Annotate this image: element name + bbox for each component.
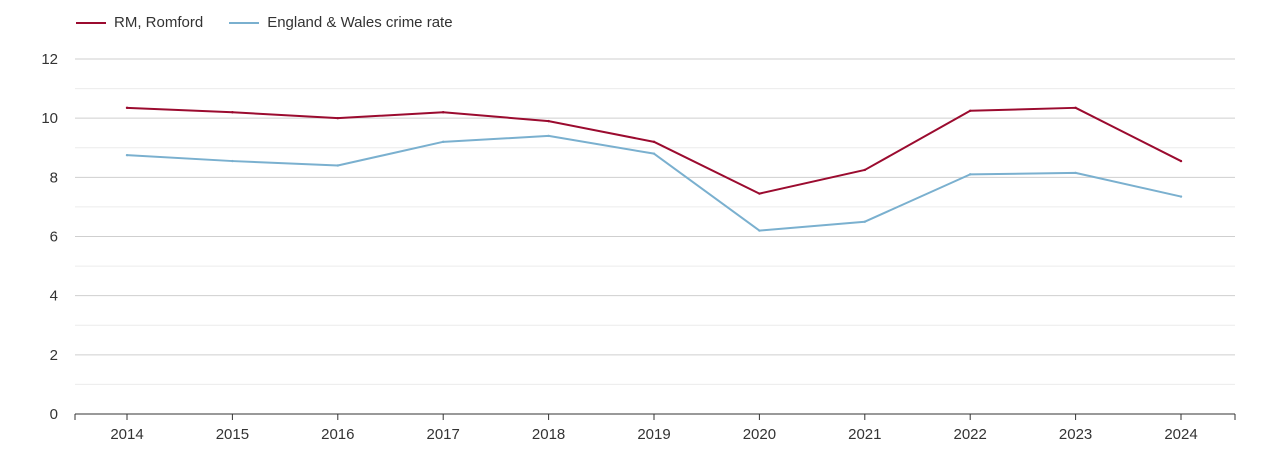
svg-text:4: 4 — [50, 288, 58, 305]
svg-text:2014: 2014 — [110, 426, 143, 443]
svg-text:2023: 2023 — [1059, 426, 1092, 443]
svg-text:2024: 2024 — [1164, 426, 1197, 443]
data-point-england-wales[interactable] — [1179, 195, 1183, 198]
data-point-romford[interactable] — [863, 168, 866, 172]
series-line-england-wales[interactable] — [126, 134, 1182, 232]
x-tick-label: 2016 — [321, 426, 354, 443]
x-tick-label: 2018 — [532, 426, 565, 443]
x-tick-label: 2019 — [637, 426, 670, 443]
data-point-romford[interactable] — [125, 106, 129, 110]
data-point-romford[interactable] — [969, 109, 972, 112]
legend-item-england-wales[interactable]: England & Wales crime rate — [229, 14, 453, 31]
legend-label-england-wales: England & Wales crime rate — [267, 14, 453, 31]
y-tick-label: 12 — [41, 51, 58, 68]
svg-text:12: 12 — [41, 51, 58, 68]
svg-text:2016: 2016 — [321, 426, 354, 443]
svg-text:2019: 2019 — [637, 426, 670, 443]
data-point-romford[interactable] — [1074, 106, 1077, 110]
x-tick-label: 2020 — [743, 426, 776, 443]
data-point-romford[interactable] — [652, 140, 656, 144]
data-point-romford[interactable] — [442, 111, 445, 114]
legend-swatch-england-wales — [229, 21, 260, 24]
data-point-england-wales[interactable] — [863, 220, 866, 223]
data-point-romford[interactable] — [231, 111, 234, 114]
data-point-romford[interactable] — [336, 116, 339, 120]
data-point-romford[interactable] — [758, 192, 761, 195]
legend: RM, Romford England & Wales crime rate — [76, 14, 479, 31]
data-point-england-wales[interactable] — [125, 153, 129, 157]
y-tick-label: 10 — [41, 110, 58, 127]
legend-label-romford: RM, Romford — [114, 14, 204, 31]
data-point-england-wales[interactable] — [758, 229, 761, 232]
x-tick-label: 2023 — [1059, 426, 1092, 443]
y-tick-label: 8 — [50, 169, 58, 186]
y-tick-label: 6 — [50, 229, 58, 246]
svg-text:10: 10 — [41, 110, 58, 127]
data-point-england-wales[interactable] — [547, 134, 550, 138]
svg-text:2021: 2021 — [848, 426, 881, 443]
svg-text:2018: 2018 — [532, 426, 565, 443]
data-point-england-wales[interactable] — [442, 140, 445, 144]
svg-text:2017: 2017 — [427, 426, 460, 443]
svg-text:2020: 2020 — [743, 426, 776, 443]
x-tick-label: 2024 — [1164, 426, 1197, 443]
legend-item-romford[interactable]: RM, Romford — [76, 14, 203, 31]
data-point-england-wales[interactable] — [1074, 171, 1077, 175]
x-tick-label: 2015 — [216, 426, 249, 443]
grid-lines — [75, 58, 1235, 415]
x-axis: 2014 2015 2016 2017 2018 2019 2020 2021 2022 2023… — [74, 414, 1236, 443]
series-lines — [125, 106, 1183, 232]
y-tick-label: 2 — [50, 347, 58, 364]
x-tick-label: 2022 — [954, 426, 987, 443]
svg-text:0: 0 — [50, 406, 58, 423]
y-tick-label: 0 — [50, 406, 58, 423]
legend-swatch-romford — [76, 21, 106, 24]
x-tick-label: 2017 — [427, 426, 460, 443]
series-line-romford[interactable] — [126, 106, 1182, 195]
data-point-england-wales[interactable] — [336, 164, 339, 167]
y-tick-label: 4 — [50, 288, 58, 305]
svg-text:8: 8 — [50, 169, 58, 186]
data-point-england-wales[interactable] — [969, 173, 972, 176]
data-point-england-wales[interactable] — [652, 152, 656, 155]
y-axis: 0 2 4 6 8 10 12 — [41, 51, 58, 423]
svg-text:2022: 2022 — [954, 426, 987, 443]
x-tick-label: 2021 — [848, 426, 881, 443]
x-tick-label: 2014 — [110, 426, 143, 443]
data-point-england-wales[interactable] — [231, 159, 234, 163]
svg-text:2: 2 — [50, 347, 58, 364]
svg-text:2015: 2015 — [216, 426, 249, 443]
svg-text:6: 6 — [50, 229, 58, 246]
data-point-romford[interactable] — [1179, 159, 1183, 163]
data-point-romford[interactable] — [547, 119, 550, 123]
